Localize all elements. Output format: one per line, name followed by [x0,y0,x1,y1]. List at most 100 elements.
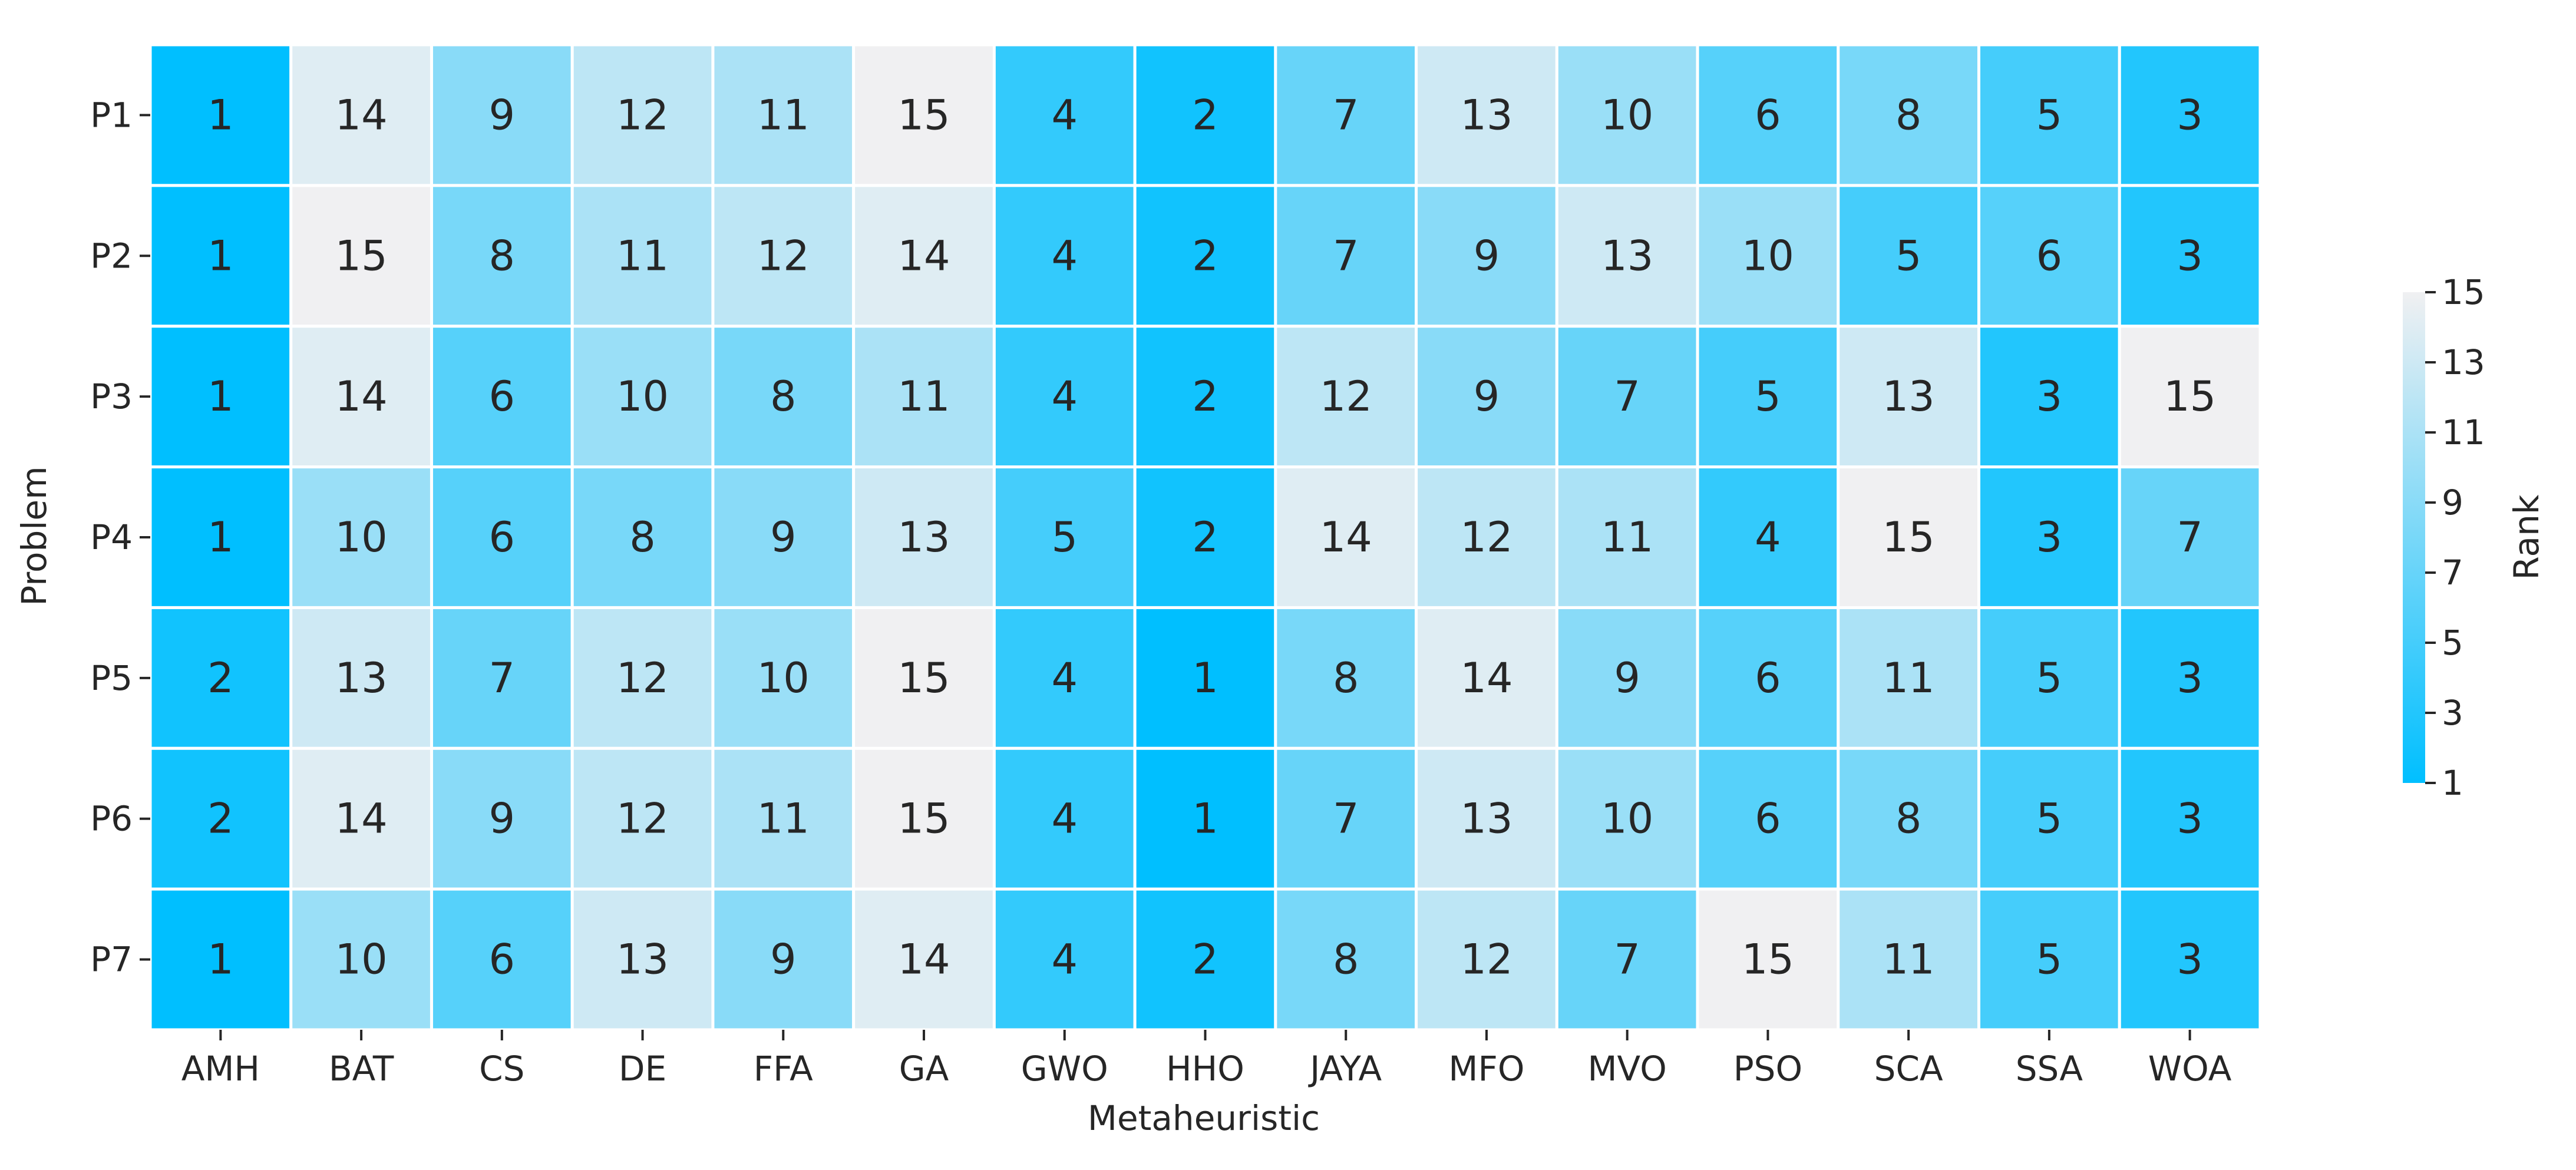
heatmap-cell [1977,887,2121,1032]
cell-value-label: 6 [1755,91,1781,139]
heatmap-cell [1696,184,1840,328]
column-tick-label: AMH [181,1049,260,1089]
colorbar-tick-label: 13 [2442,342,2485,382]
cell-value-label: 10 [1601,91,1653,139]
heatmap-cell [289,746,433,891]
row-tick-labels: P1 P2 P3 P4 P5 P6 P7 [90,95,150,980]
cell-value-label: 11 [616,232,669,280]
heatmap-cell [992,746,1137,891]
colorbar-label: Rank [2506,494,2547,580]
cell-value-label: 3 [2177,654,2203,702]
cell-value-label: 3 [2177,936,2203,984]
heatmap-cell [1696,43,1840,187]
cell-value-label: 10 [616,372,669,421]
cell-value-label: 7 [1333,91,1359,139]
cell-value-label: 3 [2036,513,2063,561]
heatmap-cell [852,465,996,609]
cell-value-label: 4 [1051,654,1078,702]
column-tick-label: PSO [1733,1049,1802,1089]
cell-value-label: 12 [1460,513,1512,561]
heatmap-cell [852,746,996,891]
cell-value-label: 4 [1051,232,1078,280]
cell-value-label: 10 [335,936,388,984]
colorbar-tick-label: 11 [2442,412,2485,452]
heatmap-cell [1977,465,2121,609]
cell-value-label: 7 [1333,232,1359,280]
cell-value-label: 2 [207,795,234,843]
heatmap-cell [1837,746,1981,891]
colorbar-tick-label: 3 [2442,693,2463,733]
heatmap-cell [1274,746,1418,891]
cell-value-label: 1 [207,372,234,421]
column-tick-label: JAYA [1308,1049,1382,1089]
cell-value-label: 2 [1192,513,1218,561]
heatmap-cell [711,465,856,609]
heatmap-cell [1415,465,1558,609]
cell-value-label: 9 [489,795,516,843]
cell-value-label: 5 [1051,513,1078,561]
cell-value-label: 14 [897,936,950,984]
y-axis-label: Problem [14,466,54,606]
cell-value-label: 6 [1755,654,1781,702]
cell-value-label: 5 [2036,795,2063,843]
heatmap-cell [1274,325,1418,469]
column-tick-labels: AMH BAT CS DE FFA GA GWO HHO JAYA MFO MVO PSO SCA SSA… [181,1030,2232,1089]
heatmap-cell [852,43,996,187]
colorbar-tick-label: 15 [2442,272,2485,312]
cell-value-label: 1 [207,232,234,280]
heatmap-cell [430,43,574,187]
heatmap-cell [570,746,715,891]
cell-value-label: 11 [1883,936,1935,984]
heatmap-cell [2118,887,2262,1032]
column-tick-label: SCA [1874,1049,1943,1089]
cell-value-label: 4 [1051,795,1078,843]
column-tick-label: MFO [1448,1049,1524,1089]
cell-value-label: 15 [897,91,950,139]
heatmap-cell [1977,43,2121,187]
cell-value-label: 7 [1614,936,1640,984]
heatmap-cell [570,465,715,609]
heatmap-cell [1415,746,1558,891]
cell-value-label: 14 [1460,654,1512,702]
cell-value-label: 14 [335,91,388,139]
heatmap-cell [1133,746,1277,891]
cell-value-label: 2 [1192,372,1218,421]
cell-value-label: 8 [1333,936,1359,984]
cell-value-label: 15 [1742,936,1794,984]
heatmap-cell [1977,746,2121,891]
row-tick-label: P6 [90,799,133,839]
heatmap-cell [852,184,996,328]
colorbar-tick-label: 5 [2442,623,2463,663]
column-tick-label: CS [479,1049,524,1089]
colorbar-tick-label: 9 [2442,482,2463,523]
cell-value-label: 8 [770,372,797,421]
cell-value-label: 12 [1460,936,1512,984]
cell-value-label: 9 [489,91,516,139]
heatmap-cell [1133,184,1277,328]
heatmap-cell [1274,465,1418,609]
cell-value-label: 2 [1192,232,1218,280]
cell-value-label: 10 [1601,795,1653,843]
heatmap-cell [1977,184,2121,328]
heatmap-cell [289,184,433,328]
column-tick-label: MVO [1588,1049,1667,1089]
heatmap-cell [711,184,856,328]
cell-value-label: 12 [1320,372,1372,421]
heatmap-cell [1415,325,1558,469]
cell-value-label: 1 [1192,654,1218,702]
heatmap-cell [1696,746,1840,891]
heatmap-cell [1555,465,1699,609]
cell-value-label: 10 [335,513,388,561]
heatmap-cell [148,43,293,187]
colorbar-gradient [2403,292,2425,783]
cell-value-label: 13 [616,936,669,984]
cell-value-label: 8 [1333,654,1359,702]
cell-value-label: 6 [2036,232,2063,280]
cell-value-label: 11 [757,91,810,139]
cell-value-label: 6 [489,936,516,984]
cell-value-label: 1 [207,91,234,139]
heatmap-cell [1133,887,1277,1032]
cell-value-label: 5 [1755,372,1781,421]
cell-value-label: 9 [1614,654,1640,702]
